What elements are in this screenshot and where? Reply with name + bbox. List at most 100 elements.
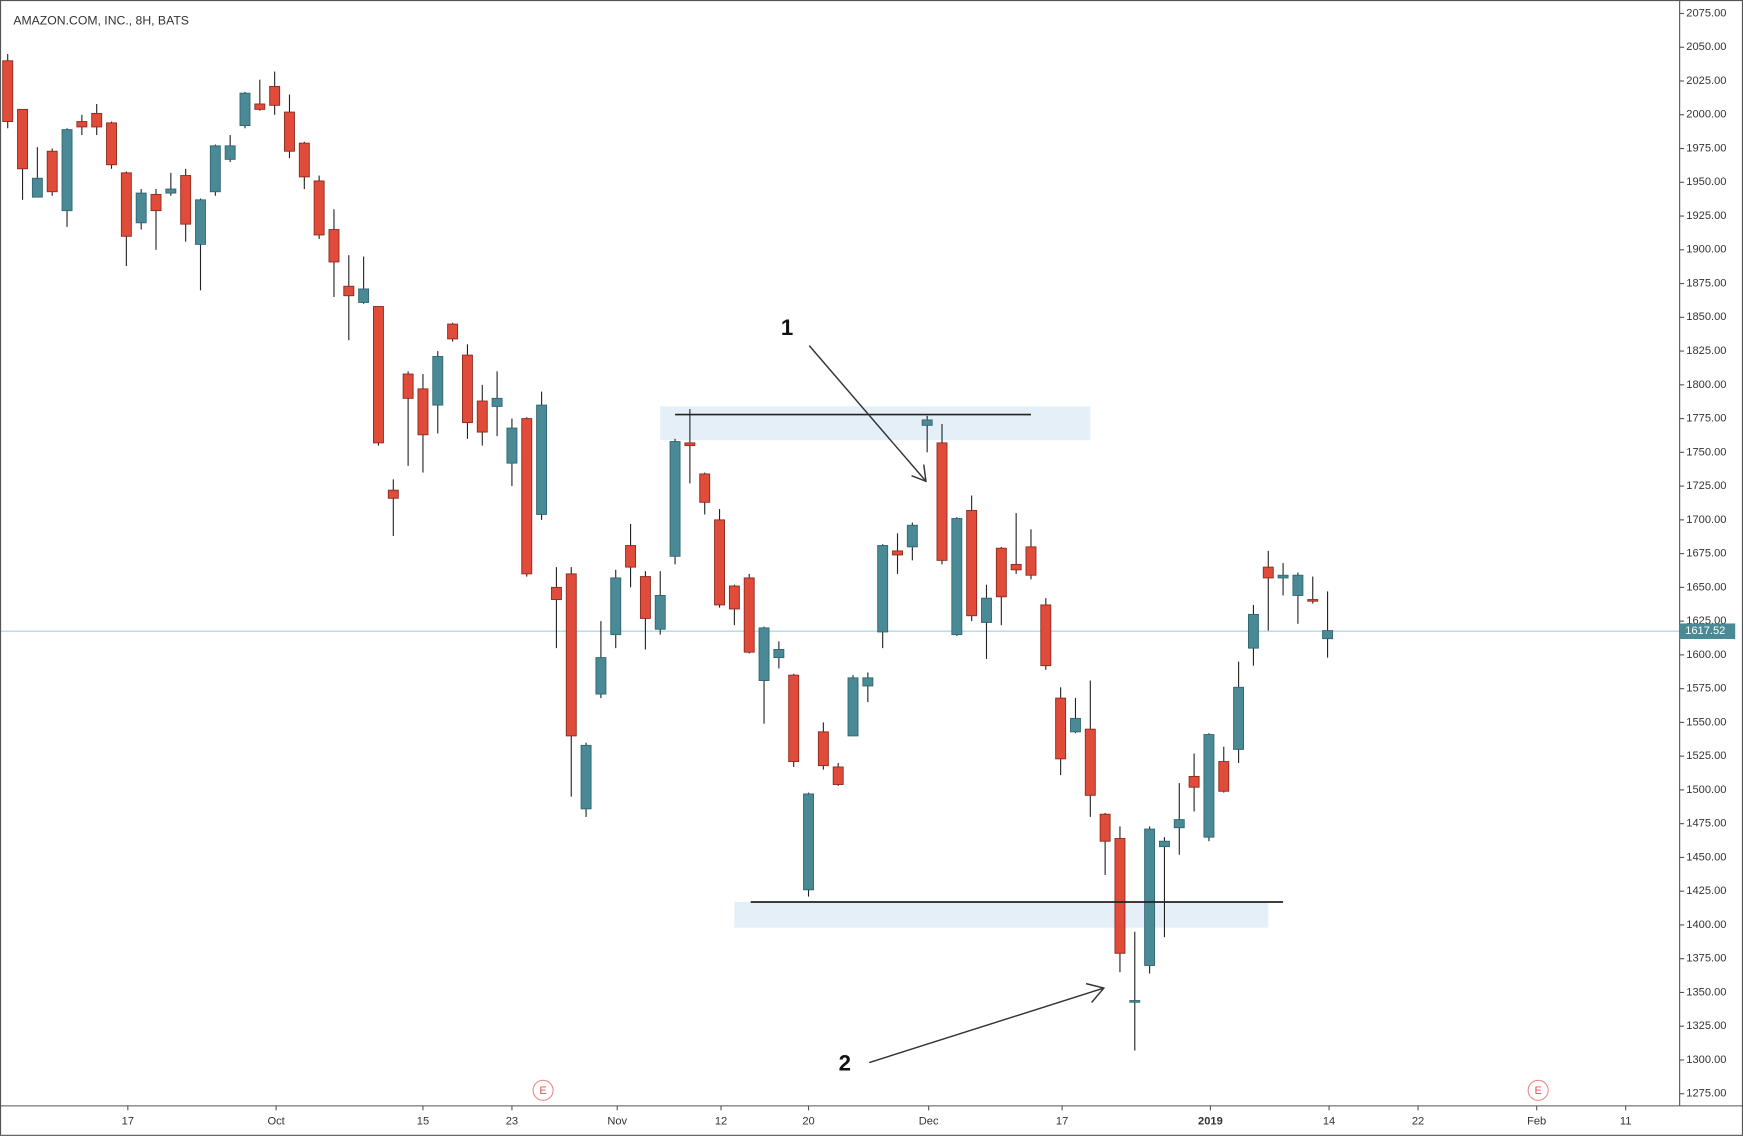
x-tick-label: 2019 xyxy=(1198,1115,1223,1127)
candle-body xyxy=(803,793,814,891)
y-tick-label: 1925.00 xyxy=(1686,210,1726,222)
y-tick-label: 1450.00 xyxy=(1686,851,1726,863)
x-tick-label: 17 xyxy=(122,1115,134,1127)
y-tick-label: 1325.00 xyxy=(1686,1020,1726,1032)
event-marker xyxy=(1527,1079,1549,1101)
candle-body xyxy=(580,744,592,810)
candle-body xyxy=(195,199,206,245)
x-tick-label: 11 xyxy=(1620,1115,1632,1127)
y-tick-label: 1850.00 xyxy=(1686,311,1726,323)
candle-body xyxy=(1233,686,1245,750)
last-price-badge xyxy=(1679,623,1736,640)
candle-body xyxy=(906,524,918,548)
x-tick-label: 12 xyxy=(715,1115,727,1127)
arrow xyxy=(869,987,1105,1064)
candle-body xyxy=(76,121,88,128)
candle-body xyxy=(1010,563,1022,571)
candle-body xyxy=(714,519,725,606)
y-tick-label: 1575.00 xyxy=(1686,683,1726,695)
y-tick-label: 1400.00 xyxy=(1686,919,1726,931)
candle-body xyxy=(358,288,370,303)
candle-body xyxy=(284,111,295,152)
candle-body xyxy=(1203,734,1215,838)
y-tick-label: 2050.00 xyxy=(1686,41,1726,53)
candle-body xyxy=(402,373,414,399)
event-label: E xyxy=(539,1085,546,1097)
candle-body xyxy=(46,150,58,193)
candle-body xyxy=(684,442,696,447)
candle-body xyxy=(1247,613,1259,649)
candle-body xyxy=(1292,574,1304,596)
y-tick-label: 1525.00 xyxy=(1686,750,1726,762)
candle-body xyxy=(951,518,963,636)
candle-body xyxy=(832,766,844,785)
candle-body xyxy=(536,404,548,515)
arrow-head xyxy=(911,464,927,483)
candle-body xyxy=(461,354,473,424)
candle-body xyxy=(31,177,43,198)
y-tick-label: 1725.00 xyxy=(1686,480,1726,492)
candle-body xyxy=(1129,1000,1141,1003)
y-tick-label: 1675.00 xyxy=(1686,548,1726,560)
y-tick-label: 1775.00 xyxy=(1686,413,1726,425)
candle-body xyxy=(239,92,251,127)
candle-body xyxy=(639,576,651,619)
y-tick-label: 1500.00 xyxy=(1686,784,1726,796)
candle-body xyxy=(224,145,236,160)
x-tick-label: Feb xyxy=(1527,1115,1546,1127)
event-label: E xyxy=(1534,1085,1541,1097)
candle-body xyxy=(1040,604,1052,667)
candle-body xyxy=(313,180,325,236)
candle-body xyxy=(209,145,221,193)
candle-body xyxy=(180,175,192,225)
candle-body xyxy=(269,85,281,106)
candle-body xyxy=(699,473,711,503)
candle-body xyxy=(595,657,607,695)
candle-body xyxy=(1084,728,1096,796)
candle-body xyxy=(491,397,503,407)
annotation: 2 xyxy=(839,1051,851,1076)
arrow xyxy=(808,345,927,482)
candle-body xyxy=(550,586,562,600)
y-tick-label: 1975.00 xyxy=(1686,142,1726,154)
y-tick-label: 2075.00 xyxy=(1686,7,1726,19)
candle-body xyxy=(165,188,177,194)
candle-body xyxy=(328,229,340,263)
candle-body xyxy=(1188,775,1200,788)
candle-body xyxy=(1070,717,1081,733)
candle-body xyxy=(17,108,28,170)
candle-body xyxy=(847,677,859,737)
y-tick-label: 1875.00 xyxy=(1686,277,1726,289)
candle-body xyxy=(625,545,637,568)
candle-body xyxy=(91,112,103,128)
last-price-label: 1617.52 xyxy=(1685,625,1725,637)
candle-body xyxy=(1144,828,1156,966)
x-tick-label: 22 xyxy=(1412,1115,1424,1127)
candle-body xyxy=(298,142,310,178)
y-tick-label: 1375.00 xyxy=(1686,953,1726,965)
candle-body xyxy=(921,419,933,426)
candle-body xyxy=(135,192,147,224)
candle-body xyxy=(1307,599,1319,602)
y-tick-label: 1600.00 xyxy=(1686,649,1726,661)
candle-body xyxy=(728,585,740,610)
y-tick-label: 1300.00 xyxy=(1686,1054,1726,1066)
candle-body xyxy=(1099,813,1111,842)
x-tick-label: Dec xyxy=(919,1115,939,1127)
chart-title: AMAZON.COM, INC., 8H, BATS xyxy=(13,13,189,27)
overlay: 1 2 xyxy=(781,315,1106,1076)
x-tick-label: 15 xyxy=(417,1115,429,1127)
y-tick-label: 2025.00 xyxy=(1686,75,1726,87)
candle-body xyxy=(817,731,829,767)
candle-body xyxy=(61,129,73,212)
candle-body xyxy=(565,573,577,737)
candle-body xyxy=(343,285,355,297)
candle-body xyxy=(447,323,459,340)
candle-body xyxy=(417,388,429,436)
y-tick-label: 1825.00 xyxy=(1686,345,1726,357)
arrow-head xyxy=(1085,982,1106,1003)
x-tick-label: Oct xyxy=(267,1115,284,1127)
